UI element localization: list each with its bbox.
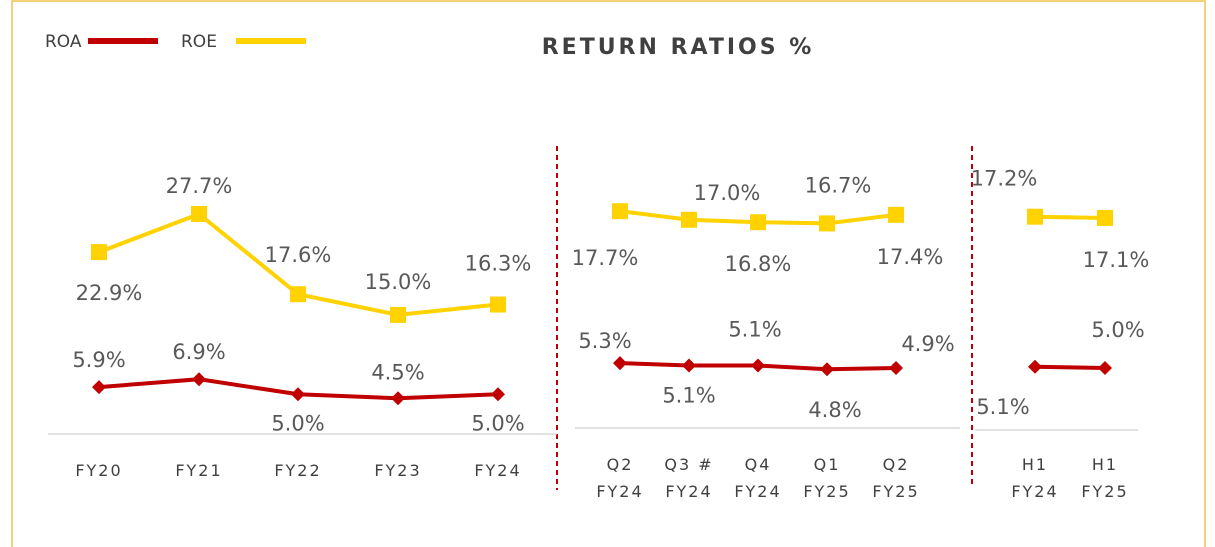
data-label: 27.7%: [166, 174, 233, 198]
data-label: 17.0%: [694, 181, 761, 205]
data-label: 4.9%: [901, 332, 954, 356]
data-label: 5.1%: [662, 384, 715, 408]
data-label: 5.0%: [471, 411, 524, 435]
marker: [1028, 359, 1042, 374]
x-tick-label: Q2 FY24: [596, 455, 644, 501]
x-tick-label: FY23: [374, 461, 422, 480]
line: [1034, 364, 1106, 370]
data-label: 15.0%: [365, 270, 432, 294]
data-label: 16.8%: [725, 252, 792, 276]
data-label: 5.9%: [72, 348, 125, 372]
marker: [750, 214, 766, 231]
x-tick-label: H1 FY25: [1081, 455, 1129, 501]
legend-label: ROE: [181, 32, 217, 52]
chart-title: RETURN RATIOS %: [542, 35, 815, 60]
marker: [819, 215, 835, 232]
line: [1034, 214, 1106, 220]
marker: [391, 391, 405, 406]
data-label: 5.1%: [728, 318, 781, 342]
marker: [1027, 208, 1043, 225]
marker: [681, 211, 697, 228]
marker: [682, 358, 696, 373]
marker: [1097, 209, 1113, 226]
marker: [1098, 361, 1112, 375]
data-label: 17.2%: [971, 167, 1038, 191]
marker: [92, 380, 106, 395]
marker: [888, 206, 904, 223]
data-label: 17.1%: [1083, 248, 1150, 272]
x-tick-label: FY20: [75, 461, 123, 480]
marker: [390, 306, 406, 323]
data-label: 4.8%: [808, 398, 861, 422]
data-label: 5.0%: [271, 411, 324, 435]
x-tick-label: FY22: [274, 461, 322, 480]
x-tick-label: FY21: [175, 461, 223, 480]
x-tick-label: Q1 FY25: [803, 455, 851, 501]
data-label: 16.3%: [465, 252, 532, 276]
marker: [291, 387, 305, 402]
x-tick-label: FY24: [474, 461, 522, 480]
data-label: 16.7%: [805, 173, 872, 197]
data-label: 5.3%: [578, 329, 631, 353]
marker: [490, 296, 506, 313]
legend-label: ROA: [45, 32, 82, 52]
x-tick-label: H1 FY24: [1011, 455, 1059, 501]
marker: [751, 358, 765, 373]
data-label: 5.1%: [976, 395, 1029, 419]
marker: [820, 362, 834, 377]
marker: [612, 203, 628, 220]
data-label: 17.7%: [572, 246, 639, 270]
marker: [192, 372, 206, 387]
x-tick-label: Q2 FY25: [872, 455, 920, 501]
marker: [91, 244, 107, 261]
marker: [613, 356, 627, 371]
data-label: 17.4%: [877, 245, 944, 269]
x-tick-label: Q4 FY24: [734, 455, 782, 501]
x-tick-label: Q3 # FY24: [664, 455, 714, 501]
marker: [491, 387, 505, 402]
data-label: 17.6%: [265, 243, 332, 267]
marker: [191, 205, 207, 222]
data-label: 5.0%: [1091, 318, 1144, 342]
data-label: 22.9%: [76, 281, 143, 305]
marker: [889, 360, 903, 375]
data-label: 6.9%: [172, 340, 225, 364]
marker: [290, 286, 306, 303]
data-label: 4.5%: [371, 360, 424, 384]
frame: [11, 0, 1206, 547]
